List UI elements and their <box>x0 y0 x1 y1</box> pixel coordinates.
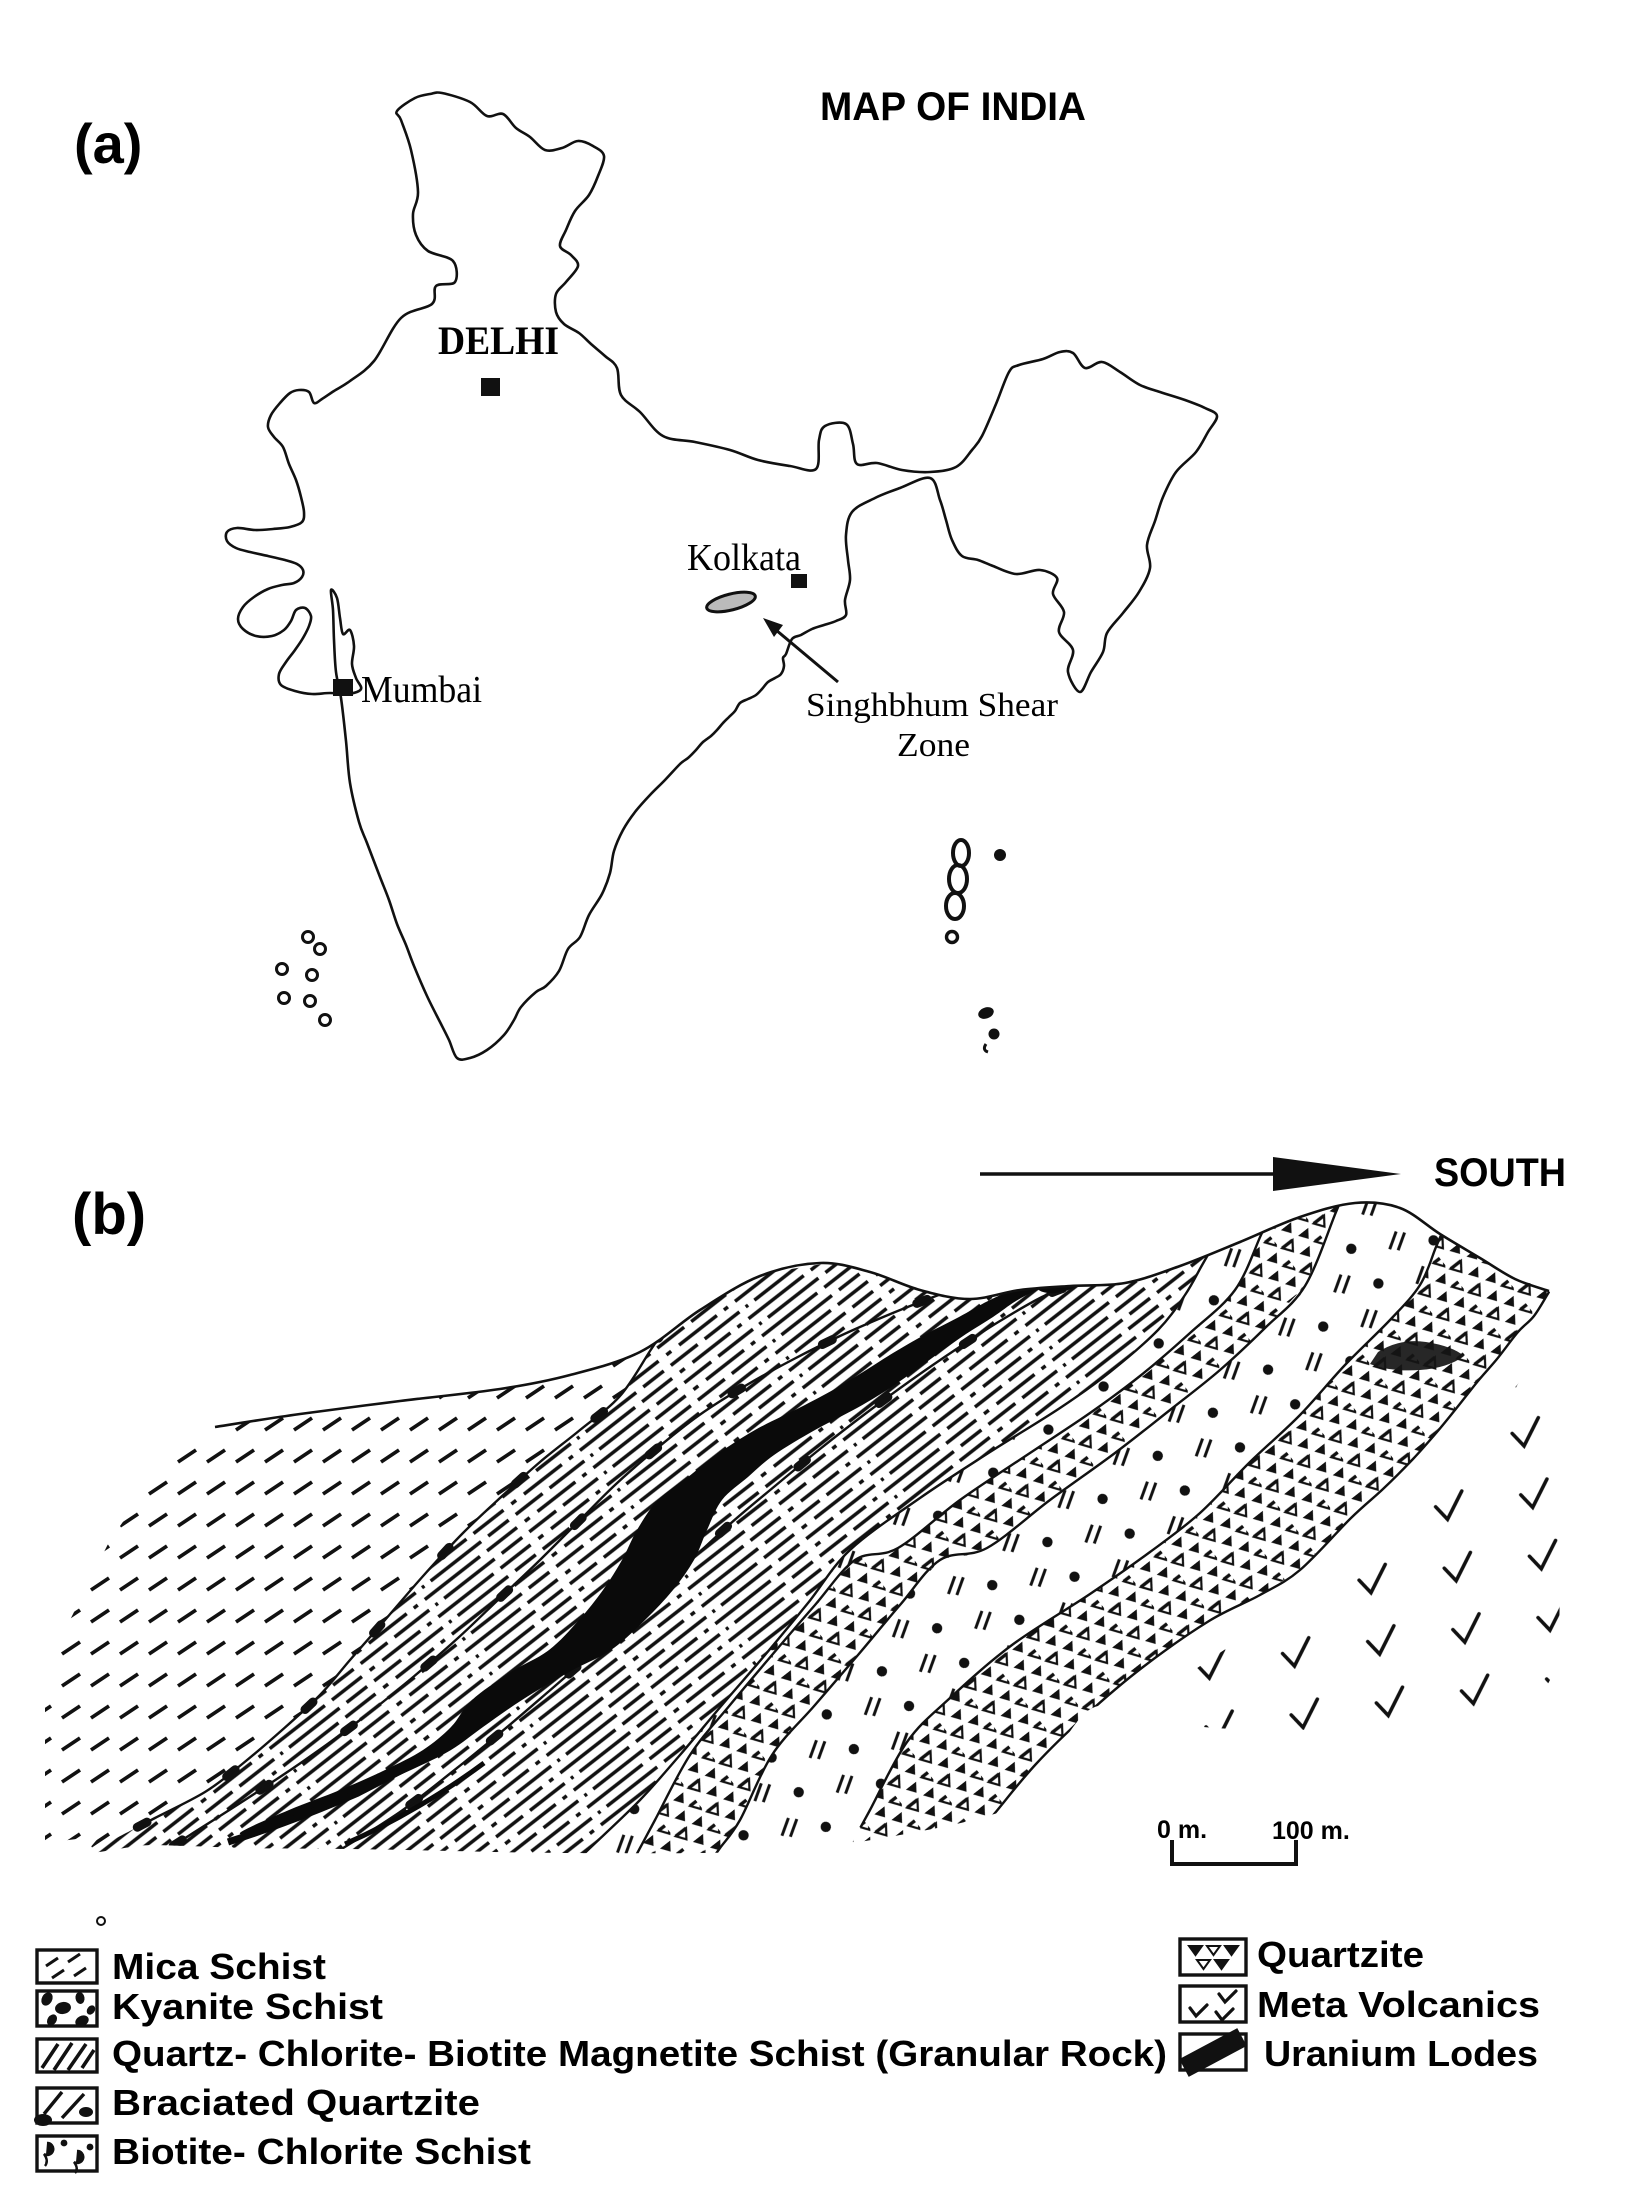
svg-text:DELHI: DELHI <box>438 318 559 363</box>
svg-text:Braciated Quartzite: Braciated Quartzite <box>112 2082 480 2123</box>
svg-text:Biotite- Chlorite Schist: Biotite- Chlorite Schist <box>112 2131 531 2172</box>
svg-text:Zone: Zone <box>897 727 970 764</box>
svg-text:Singhbhum Shear: Singhbhum Shear <box>806 687 1059 724</box>
svg-text:Quartzite: Quartzite <box>1257 1934 1424 1975</box>
svg-text:100 m.: 100 m. <box>1272 1817 1350 1845</box>
svg-text:Quartz- Chlorite- Biotite Magn: Quartz- Chlorite- Biotite Magnetite Schi… <box>112 2033 1167 2074</box>
svg-text:0 m.: 0 m. <box>1157 1816 1207 1844</box>
svg-text:Meta Volcanics: Meta Volcanics <box>1257 1984 1540 2025</box>
svg-text:(b): (b) <box>72 1182 146 1247</box>
svg-text:Uranium Lodes: Uranium Lodes <box>1264 2033 1538 2074</box>
svg-text:(a): (a) <box>74 112 142 175</box>
svg-text:Kolkata: Kolkata <box>687 537 801 579</box>
svg-text:MAP OF INDIA: MAP OF INDIA <box>820 85 1086 129</box>
svg-text:Mumbai: Mumbai <box>361 669 482 711</box>
svg-text:Mica Schist: Mica Schist <box>112 1946 326 1987</box>
svg-text:Kyanite Schist: Kyanite Schist <box>112 1986 383 2027</box>
svg-text:SOUTH: SOUTH <box>1434 1151 1566 1195</box>
